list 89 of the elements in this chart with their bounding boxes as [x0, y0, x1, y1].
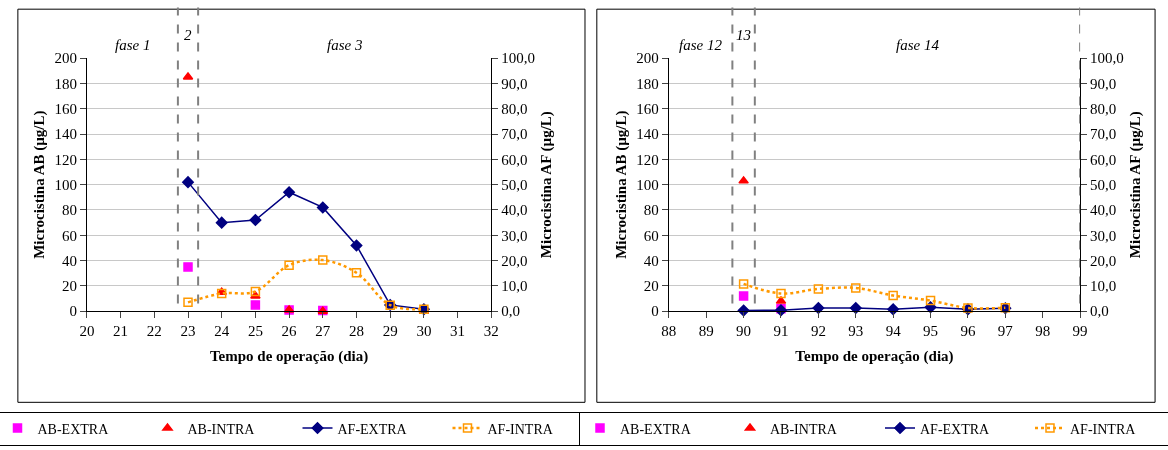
y2-tick-label: 40,0	[1090, 202, 1117, 219]
x-tick-label: 26	[281, 323, 298, 340]
y2-tick-label: 10,0	[1090, 278, 1117, 295]
y2-tick-label: 60,0	[1090, 151, 1117, 168]
y2-tick-label: 40,0	[501, 202, 528, 219]
y-tick-label: 200	[636, 50, 659, 67]
y-tick-label: 80	[61, 202, 77, 219]
y-tick-label: 40	[61, 252, 77, 269]
text: fase 12	[679, 37, 723, 53]
x-tick-label: 96	[960, 323, 976, 340]
y-tick-label: 60	[643, 227, 659, 244]
legend-label: AF-EXTRA	[337, 421, 408, 437]
text: fase 1	[115, 37, 151, 53]
legend-label: AF-INTRA	[487, 421, 554, 437]
x-tick-label: 95	[923, 323, 939, 340]
y-axis-title: Microcistina AB (µg/L)	[612, 110, 630, 259]
y2-tick-label: 20,0	[1090, 252, 1117, 269]
x-tick-label: 89	[698, 323, 714, 340]
x-tick-label: 97	[997, 323, 1014, 340]
y2-tick-label: 50,0	[501, 176, 528, 193]
legend-label: AF-EXTRA	[920, 421, 991, 437]
text: fase 14	[896, 37, 940, 53]
y2-tick-label: 0,0	[1090, 303, 1109, 320]
y-tick-label: 200	[54, 50, 77, 67]
y2-tick-label: 100,0	[501, 50, 536, 67]
x-tick-label: 98	[1035, 323, 1051, 340]
y-tick-label: 60	[61, 227, 77, 244]
y2-tick-label: 0,0	[501, 303, 521, 320]
y2-axis-title: Microcistina AF (µg/L)	[1126, 111, 1144, 259]
x-tick-label: 91	[773, 323, 789, 340]
y2-tick-label: 10,0	[501, 278, 528, 295]
y2-tick-label: 90,0	[501, 75, 528, 92]
y-tick-label: 0	[69, 303, 77, 320]
y-tick-label: 120	[54, 151, 77, 168]
y2-tick-label: 30,0	[1090, 227, 1117, 244]
y2-tick-label: 20,0	[501, 252, 528, 269]
x-tick-label: 31	[450, 323, 466, 340]
y-tick-label: 160	[54, 100, 77, 117]
legend-label: AB-EXTRA	[37, 421, 110, 437]
x-tick-label: 99	[1072, 323, 1088, 340]
y-tick-label: 40	[643, 252, 659, 269]
x-tick-label: 88	[661, 323, 677, 340]
x-tick-label: 23	[180, 323, 196, 340]
y-tick-label: 100	[54, 176, 77, 193]
y2-tick-label: 80,0	[501, 100, 528, 117]
y2-tick-label: 60,0	[501, 151, 528, 168]
x-tick-label: 30	[416, 323, 432, 340]
x-tick-label: 94	[885, 323, 902, 340]
y-tick-label: 120	[636, 151, 659, 168]
x-axis-title: Tempo de operação (dia)	[209, 348, 369, 366]
y2-tick-label: 70,0	[1090, 126, 1117, 143]
x-tick-label: 22	[146, 323, 162, 340]
x-tick-label: 27	[315, 323, 331, 340]
y2-tick-label: 70,0	[501, 126, 528, 143]
y2-tick-label: 50,0	[1090, 176, 1117, 193]
y-tick-label: 180	[636, 75, 659, 92]
legend-label: AB-INTRA	[187, 421, 256, 437]
x-tick-label: 32	[483, 323, 499, 340]
x-tick-label: 28	[348, 323, 364, 340]
y-tick-label: 80	[643, 202, 659, 219]
x-tick-label: 93	[848, 323, 864, 340]
y2-tick-label: 80,0	[1090, 100, 1117, 117]
x-tick-label: 20	[79, 323, 95, 340]
y-tick-label: 180	[54, 75, 77, 92]
x-tick-label: 25	[247, 323, 263, 340]
legend-label: AF-INTRA	[1070, 421, 1137, 437]
y2-axis-title: Microcistina AF (µg/L)	[538, 111, 556, 259]
y2-tick-label: 100,0	[1090, 50, 1124, 67]
legend-label: AB-EXTRA	[620, 421, 692, 437]
y-tick-label: 160	[636, 100, 659, 117]
y-axis-title: Microcistina AB (µg/L)	[30, 110, 48, 259]
y-tick-label: 20	[61, 278, 77, 295]
x-tick-label: 92	[810, 323, 826, 340]
legend-label: AB-INTRA	[770, 421, 838, 437]
x-tick-label: 29	[382, 323, 398, 340]
x-tick-label: 21	[113, 323, 129, 340]
x-axis-title: Tempo de operação (dia)	[795, 348, 954, 366]
x-tick-label: 24	[214, 323, 230, 340]
y-tick-label: 140	[636, 126, 659, 143]
x-tick-label: 90	[736, 323, 752, 340]
y-tick-label: 20	[643, 278, 659, 295]
y-tick-label: 0	[651, 303, 659, 320]
text: 13	[736, 27, 751, 43]
text: 2	[184, 27, 192, 43]
y2-tick-label: 90,0	[1090, 75, 1117, 92]
y-tick-label: 140	[54, 126, 77, 143]
text: fase 3	[327, 37, 363, 53]
y2-tick-label: 30,0	[501, 227, 528, 244]
y-tick-label: 100	[636, 176, 659, 193]
